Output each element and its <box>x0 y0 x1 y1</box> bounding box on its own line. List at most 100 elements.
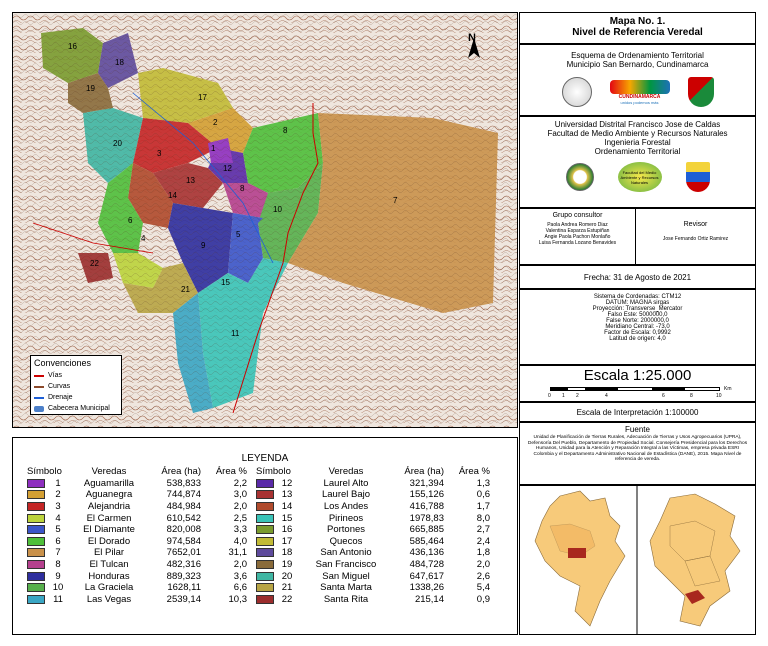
legend-pct: 2,5 <box>233 512 247 524</box>
legend-pct: 1,3 <box>476 477 490 489</box>
legend-vereda-name: Pirineos <box>328 512 364 524</box>
map-label-19: 19 <box>86 84 95 93</box>
legend-number: 14 <box>281 501 293 513</box>
source-title: Fuente <box>625 425 650 434</box>
reviewer-name: Jose Fernando Ortiz Ramirez <box>662 236 729 242</box>
group-title: Grupo consultor <box>552 212 603 219</box>
legend-swatch <box>27 513 45 523</box>
date-text: Frecha: 31 de Agosto de 2021 <box>583 273 692 282</box>
legend-number: 6 <box>55 535 61 547</box>
legend-row: 5 El Diamante 820,008 3,3 <box>27 524 247 536</box>
map-frame[interactable]: 16 18 19 17 2 20 3 12 1 8 13 14 8 10 7 9… <box>12 12 518 428</box>
legend-number: 12 <box>281 477 293 489</box>
legend-vereda-name: El Diamante <box>83 524 135 536</box>
legend-symbol: 12 <box>256 478 304 490</box>
legend-row: 13 Laurel Bajo 155,126 0,6 <box>256 489 490 501</box>
legend-pct: 6,6 <box>233 582 247 594</box>
legend-symbol: 20 <box>256 570 304 582</box>
legend-swatch <box>27 490 45 500</box>
map-lines <box>32 92 319 414</box>
legend-swatch <box>27 525 45 535</box>
legend-row: 10 La Graciela 1628,11 6,6 <box>27 582 247 594</box>
legend-area: 744,874 <box>166 489 201 501</box>
legend-area: 647,617 <box>409 570 444 582</box>
uni-line1: Universidad Distrital Francisco Jose de … <box>554 120 721 129</box>
header-vereda: Veredas <box>91 466 127 478</box>
legend-title: LEYENDA <box>241 453 289 464</box>
legend-number: 4 <box>55 512 61 524</box>
legend-swatch <box>256 594 274 604</box>
university-panel: Universidad Distrital Francisco Jose de … <box>519 116 756 208</box>
legend-row: 9 Honduras 889,323 3,6 <box>27 570 247 582</box>
legend-area: 1978,83 <box>409 512 444 524</box>
scale-unit: Km <box>724 386 732 392</box>
legend-row: 16 Portones 665,885 2,7 <box>256 524 490 536</box>
legend-swatch <box>256 583 274 593</box>
legend-number: 1 <box>55 477 61 489</box>
legend-area: 585,464 <box>409 535 444 547</box>
legend-number: 16 <box>281 524 293 536</box>
map-canvas[interactable]: 16 18 19 17 2 20 3 12 1 8 13 14 8 10 7 9… <box>13 13 518 428</box>
legend-pct: 31,1 <box>228 547 248 559</box>
legend-vereda-name: Quecos <box>329 535 363 547</box>
crs-line: False Norte: 2000000,0 <box>606 318 669 324</box>
scale-tick: 0 <box>548 393 551 399</box>
convention-label: Curvas <box>48 383 71 390</box>
legend-number: 11 <box>53 593 63 605</box>
header-symbol: Símbolo <box>256 466 291 478</box>
reviewer-block: Revisor Jose Fernando Ortiz Ramirez <box>636 209 755 264</box>
legend-symbol: 21 <box>256 582 304 594</box>
map-label-18: 18 <box>115 58 124 67</box>
convention-drenaje: Drenaje <box>34 392 118 403</box>
scale-tick: 1 <box>562 393 565 399</box>
legend-row: 15 Pirineos 1978,83 8,0 <box>256 512 490 524</box>
convention-label: Vías <box>48 372 63 379</box>
legend-number: 8 <box>55 559 61 571</box>
legend-swatch <box>256 478 274 488</box>
legend-area: 974,584 <box>166 535 201 547</box>
map-label-5: 5 <box>236 230 241 239</box>
map-label-14: 14 <box>168 191 177 200</box>
legend-swatch <box>27 478 45 488</box>
crs-line: Meridiano Central: -73,0 <box>605 324 670 330</box>
cundinamarca-slogan: unidos podemos más <box>620 99 659 105</box>
date-panel: Frecha: 31 de Agosto de 2021 <box>519 265 756 289</box>
legend-area: 1338,26 <box>409 582 444 594</box>
convention-cabecera: Cabecera Municipal <box>34 403 118 414</box>
legend-row: 4 El Carmen 610,542 2,5 <box>27 512 247 524</box>
legend-symbol: 14 <box>256 501 304 513</box>
contour-symbol-icon <box>34 385 44 388</box>
legend-row: 18 San Antonio 436,136 1,8 <box>256 547 490 559</box>
legend-area: 155,126 <box>409 489 444 501</box>
legend-swatch <box>27 583 45 593</box>
interp-scale: Escala de Interpretación 1:100000 <box>576 408 699 417</box>
legend-table-left: Símbolo Veredas Área (ha) Área % 1 Aguama… <box>27 466 247 605</box>
legend-number: 17 <box>281 535 293 547</box>
legend-area: 484,728 <box>409 559 444 571</box>
legend-number: 13 <box>281 489 293 501</box>
legend-vereda-name: El Tulcan <box>89 559 129 571</box>
scale-tick: 2 <box>576 393 579 399</box>
legend-number: 5 <box>55 524 61 536</box>
legend-symbol: 4 <box>27 512 75 524</box>
legend-panel: LEYENDA Símbolo Veredas Área (ha) Área %… <box>12 437 518 635</box>
eot-line1: Esquema de Ordenamiento Territorial <box>571 51 704 60</box>
legend-pct: 2,0 <box>233 501 247 513</box>
group-member: Angie Paola Pachon Monlaño <box>544 234 611 240</box>
reviewer-title: Revisor <box>683 221 708 228</box>
legend-area: 610,542 <box>166 512 201 524</box>
group-member: Paola Andrea Romero Diaz <box>547 222 608 228</box>
scale-panel: Escala 1:25.000 0 1 2 4 6 8 10 Km <box>519 365 756 402</box>
map-label-20: 20 <box>113 139 122 148</box>
legend-vereda-name: Laurel Alto <box>323 477 369 489</box>
legend-row: 11 Las Vegas 2539,14 10,3 <box>27 594 247 606</box>
title-panel: Mapa No. 1. Nivel de Referencia Veredal <box>519 12 756 44</box>
legend-swatch <box>27 536 45 546</box>
legend-swatch <box>27 560 45 570</box>
scale-bar: 0 1 2 4 6 8 10 Km <box>520 384 755 400</box>
legend-pct: 1,8 <box>476 547 490 559</box>
header-pct: Área % <box>458 466 490 478</box>
convention-vias: Vías <box>34 370 118 381</box>
conventions-box: Convenciones Vías Curvas Drenaje Cabecer… <box>30 355 122 415</box>
faculty-logo-text: Facultad del Medio Ambiente y Recursos N… <box>620 170 659 185</box>
